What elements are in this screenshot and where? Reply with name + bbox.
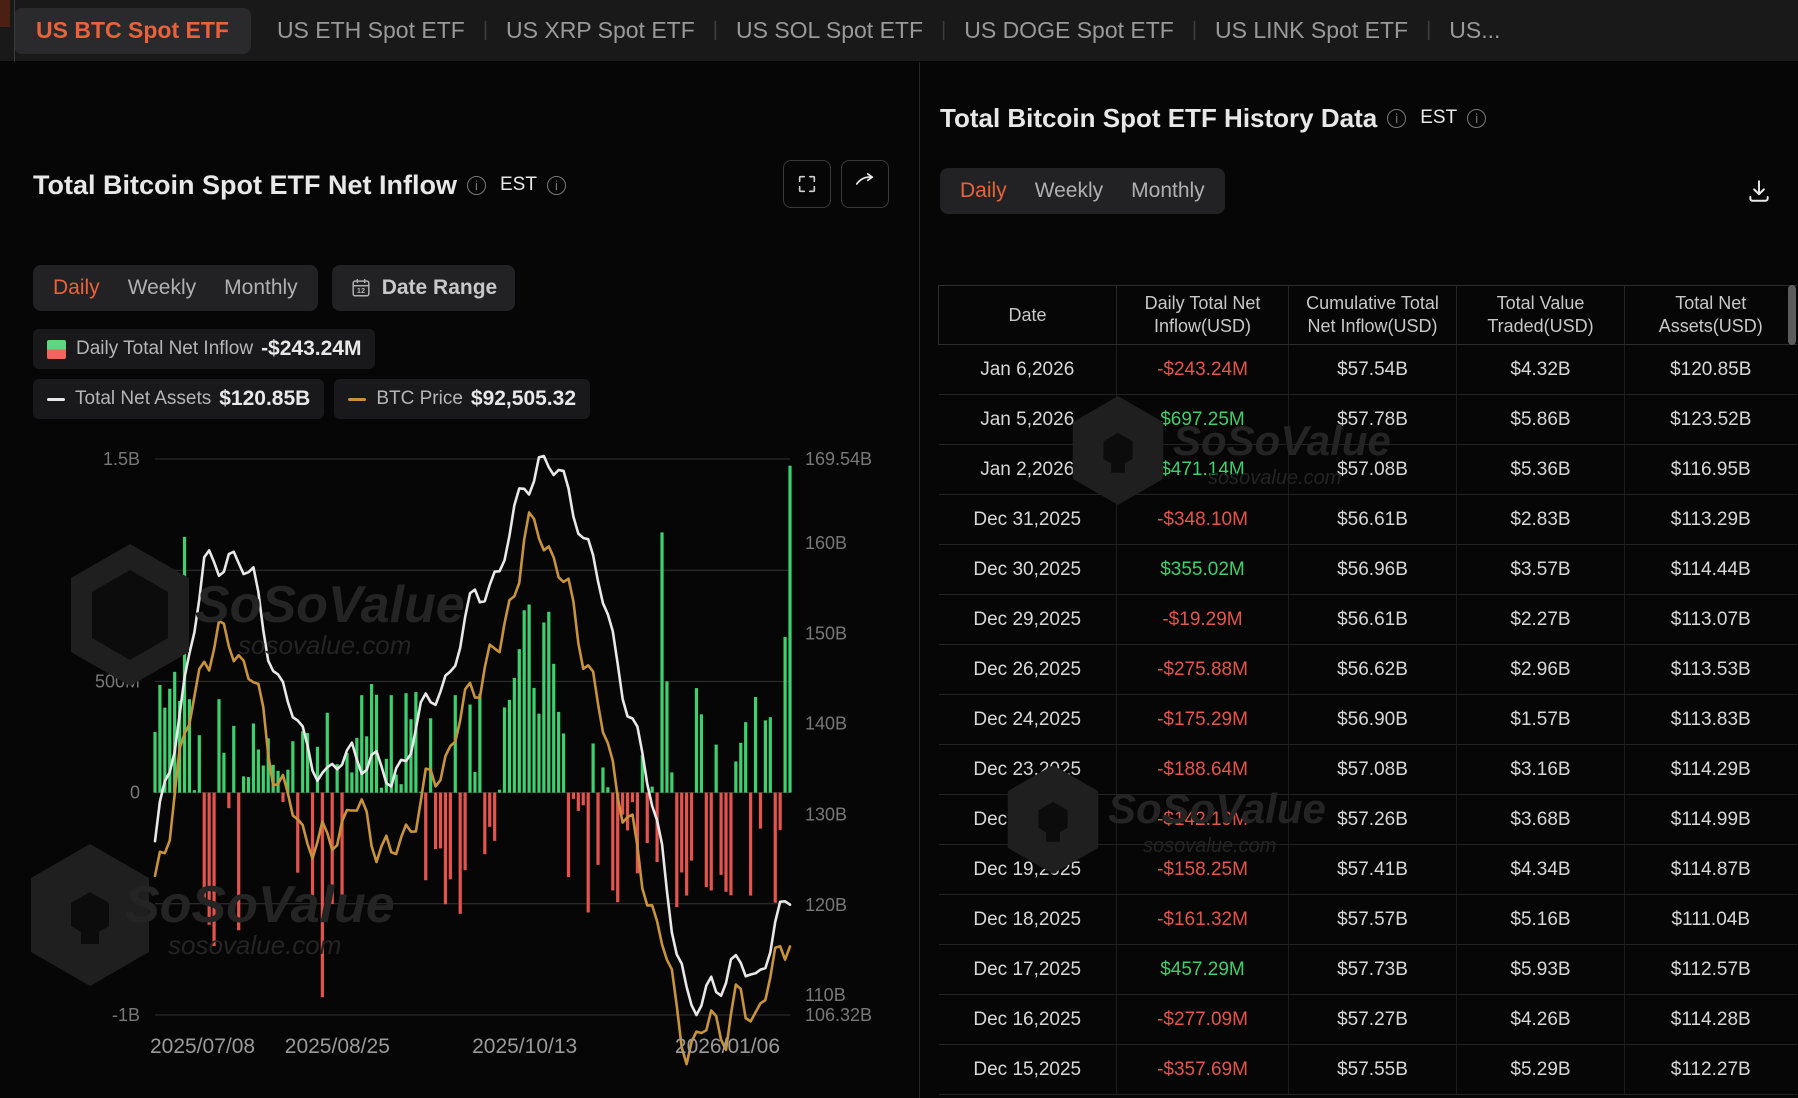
svg-text:2025/07/08: 2025/07/08: [150, 1035, 255, 1058]
svg-text:0: 0: [130, 783, 140, 803]
svg-text:110B: 110B: [805, 985, 846, 1005]
svg-text:150B: 150B: [805, 624, 847, 644]
svg-text:130B: 130B: [805, 804, 847, 824]
svg-text:169.54B: 169.54B: [805, 449, 872, 469]
svg-text:140B: 140B: [805, 714, 847, 734]
svg-text:-1B: -1B: [112, 1005, 140, 1025]
svg-text:106.32B: 106.32B: [805, 1005, 872, 1025]
svg-text:12: 12: [357, 286, 365, 295]
svg-text:160B: 160B: [805, 533, 847, 553]
svg-text:2025/08/25: 2025/08/25: [285, 1035, 390, 1058]
svg-text:2026/01/06: 2026/01/06: [675, 1035, 780, 1058]
svg-text:2025/10/13: 2025/10/13: [472, 1035, 577, 1058]
svg-text:120B: 120B: [805, 895, 847, 915]
svg-text:1.5B: 1.5B: [103, 449, 140, 469]
